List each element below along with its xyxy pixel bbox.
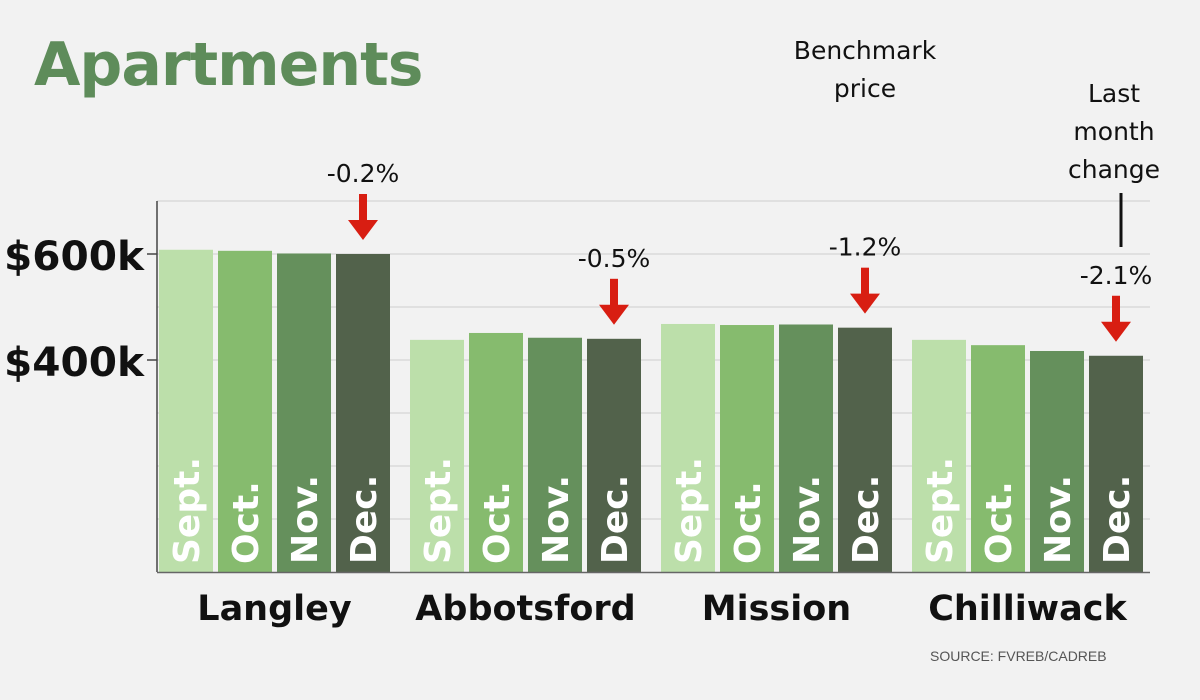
benchmark-price-note: Benchmark price	[793, 36, 937, 103]
month-label: Nov.	[787, 475, 828, 564]
down-arrow-icon	[850, 267, 880, 314]
month-labels: Sept. Oct. Nov. Dec. Sept. Oct. Nov. Dec. Sept. O…	[167, 457, 1138, 564]
bar-mission-oct	[720, 325, 774, 572]
bar-langley-sept	[159, 249, 213, 572]
month-label: Oct.	[979, 481, 1020, 564]
x-category-label: Mission	[702, 589, 851, 629]
bar-abbotsford-dec	[587, 338, 641, 572]
month-label: Oct.	[477, 481, 518, 564]
change-label: -1.2%	[829, 233, 902, 262]
month-label: Nov.	[285, 475, 326, 564]
month-label: Sept.	[167, 457, 208, 564]
change-label: -2.1%	[1080, 261, 1153, 290]
y-tick-label: $600k	[4, 234, 145, 280]
x-axis: Langley Abbotsford Mission Chilliwack	[157, 571, 1150, 629]
month-label: Dec.	[344, 475, 385, 564]
source-credit: SOURCE: FVREB/CADREB	[930, 648, 1107, 664]
change-annotations: -0.2% -0.5% -1.2% -2.1%	[327, 159, 1153, 342]
change-label: -0.2%	[327, 159, 400, 188]
month-label: Dec.	[1097, 475, 1138, 564]
month-label: Dec.	[846, 475, 887, 564]
month-label: Nov.	[1038, 475, 1079, 564]
bar-chilliwack-dec	[1089, 355, 1143, 572]
bar-langley-dec	[336, 254, 390, 572]
month-label: Sept.	[418, 457, 459, 564]
bar-langley-oct	[218, 250, 272, 572]
bar-abbotsford-nov	[528, 337, 582, 572]
month-label: Dec.	[595, 475, 636, 564]
month-label: Sept.	[669, 457, 710, 564]
bar-langley-nov	[277, 253, 331, 572]
bar-mission-sept	[661, 323, 715, 572]
x-category-label: Abbotsford	[415, 589, 635, 629]
y-axis: $400k $600k	[4, 201, 158, 572]
bar-mission-nov	[779, 324, 833, 572]
down-arrow-icon	[348, 194, 378, 240]
down-arrow-icon	[599, 278, 629, 325]
bar-chilliwack-sept	[912, 339, 966, 572]
bars	[159, 249, 1143, 572]
chart-title: Apartments	[34, 30, 423, 100]
month-label: Nov.	[536, 475, 577, 564]
month-label: Oct.	[728, 481, 769, 564]
x-category-label: Langley	[197, 589, 352, 629]
y-tick-label: $400k	[4, 340, 145, 386]
bar-chilliwack-oct	[971, 345, 1025, 572]
bar-chilliwack-nov	[1030, 350, 1084, 572]
month-label: Oct.	[226, 481, 267, 564]
x-category-label: Chilliwack	[928, 589, 1127, 629]
bar-mission-dec	[838, 327, 892, 572]
down-arrow-icon	[1101, 295, 1131, 342]
bar-abbotsford-oct	[469, 332, 523, 572]
change-label: -0.5%	[578, 244, 651, 273]
last-month-change-note: Last month change	[1067, 79, 1160, 184]
bar-abbotsford-sept	[410, 339, 464, 572]
month-label: Sept.	[920, 457, 961, 564]
